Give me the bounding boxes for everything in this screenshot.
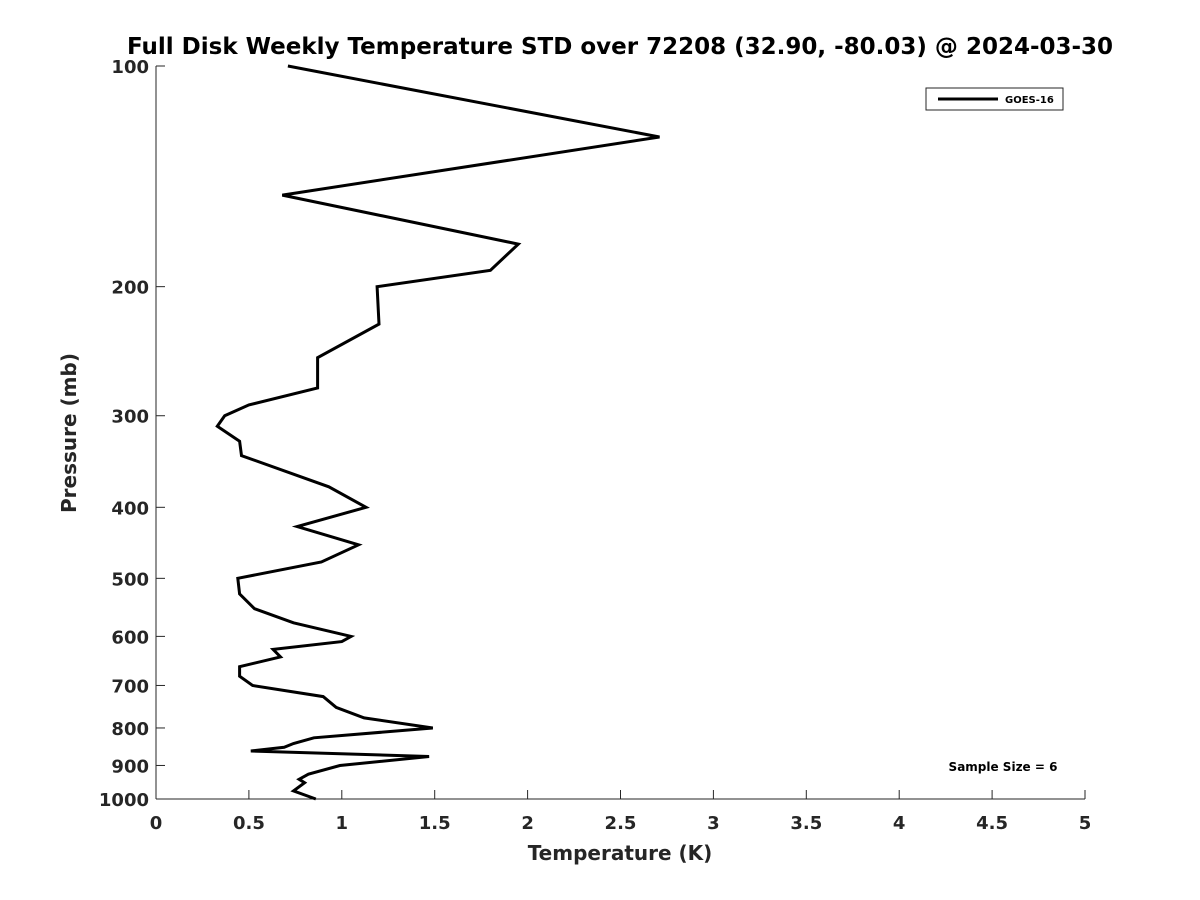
x-tick-label: 4 (893, 813, 906, 834)
y-tick-label: 800 (111, 719, 149, 740)
y-tick-label: 700 (111, 676, 149, 697)
plot-axes (155, 66, 1085, 800)
series-lines (215, 64, 660, 801)
y-tick-label: 300 (111, 407, 149, 428)
x-tick-label: 0 (150, 813, 163, 834)
x-tick-label: 0.5 (233, 813, 265, 834)
x-tick-label: 1.5 (419, 813, 451, 834)
x-tick-label: 2.5 (605, 813, 637, 834)
x-tick-label: 1 (336, 813, 349, 834)
x-tick-label: 3.5 (790, 813, 822, 834)
y-tick-label: 500 (111, 569, 149, 590)
x-tick-label: 4.5 (976, 813, 1008, 834)
y-axis-label: Pressure (mb) (57, 353, 81, 513)
x-axis-label: Temperature (K) (528, 841, 713, 865)
x-tick-label: 5 (1079, 813, 1092, 834)
x-tick-label: 3 (707, 813, 720, 834)
y-tick-label: 1000 (99, 790, 149, 811)
legend-label-goes-16: GOES-16 (1005, 95, 1054, 106)
legend: GOES-16 (925, 87, 1064, 111)
series-line-goes-16 (215, 64, 660, 801)
y-tick-label: 400 (111, 498, 149, 519)
y-tick-label: 200 (111, 278, 149, 299)
sample-size-annotation: Sample Size = 6 (949, 760, 1058, 774)
y-tick-label: 900 (111, 756, 149, 777)
y-tick-label: 100 (111, 57, 149, 78)
x-tick-label: 2 (521, 813, 534, 834)
y-tick-label: 600 (111, 627, 149, 648)
axis-ticks: 0 0.5 1 1.5 2 2.5 3 3.5 4 4.5 5 100 200 300 400 500 600 7… (99, 57, 1091, 834)
chart-title: Full Disk Weekly Temperature STD over 72… (127, 34, 1113, 60)
